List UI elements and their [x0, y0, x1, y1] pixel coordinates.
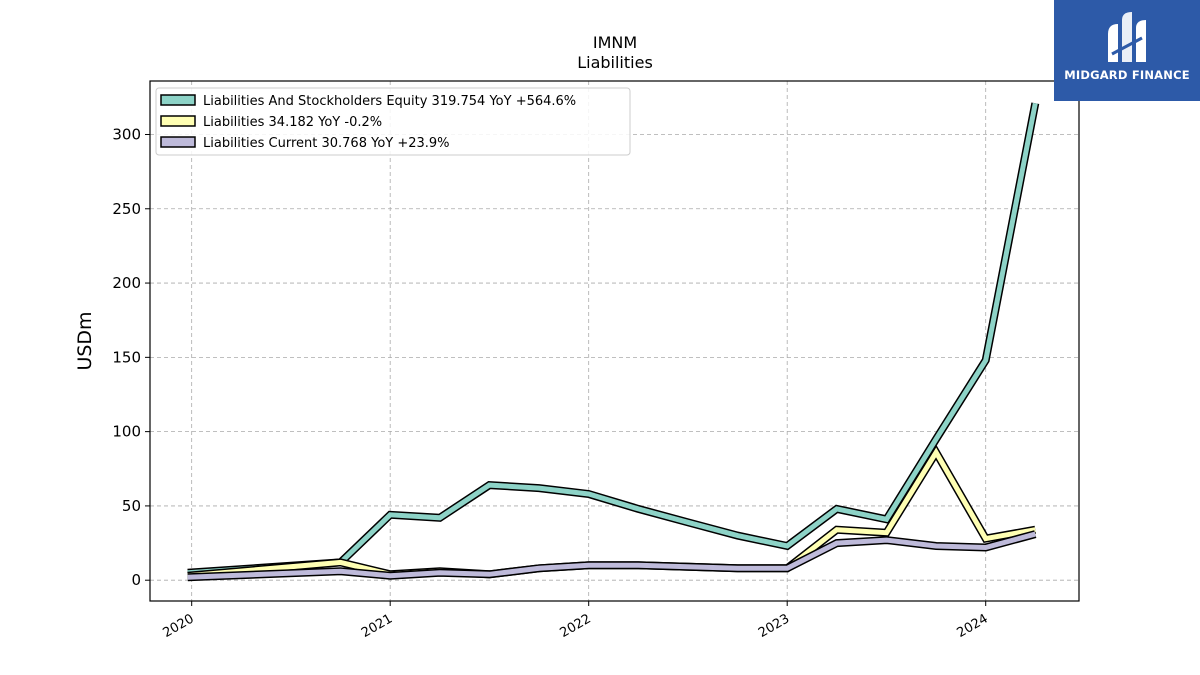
y-tick-label: 200	[112, 274, 141, 292]
y-tick-label: 250	[112, 200, 141, 218]
chart-subtitle: Liabilities	[577, 53, 653, 72]
series-line	[187, 102, 1038, 576]
x-tick-label: 2020	[161, 611, 197, 641]
y-tick-label: 100	[112, 423, 141, 441]
grid	[150, 81, 1079, 601]
legend-label: Liabilities Current 30.768 YoY +23.9%	[203, 136, 450, 151]
legend-swatch	[160, 136, 196, 148]
chart-title: IMNM	[593, 33, 637, 52]
legend-swatch	[160, 115, 196, 127]
legend: Liabilities And Stockholders Equity 319.…	[155, 87, 631, 156]
logo-text: MIDGARD FINANCE	[1064, 68, 1190, 82]
series-line	[187, 447, 1036, 579]
logo-icon	[1108, 12, 1146, 62]
series-line	[187, 531, 1036, 580]
brand-logo: MIDGARD FINANCE	[1054, 0, 1200, 101]
y-tick-label: 150	[112, 348, 141, 366]
legend-label: Liabilities And Stockholders Equity 319.…	[203, 94, 576, 109]
y-tick-label: 50	[122, 497, 141, 515]
axis-ticks: 0 50 100 150 200 250 300 2020 2021 2022 2023 2024	[112, 125, 990, 641]
series-outline	[187, 444, 1037, 580]
legend-box	[155, 87, 631, 156]
x-tick-label: 2023	[756, 611, 792, 641]
x-tick-label: 2024	[955, 611, 991, 641]
series-lines	[187, 102, 1040, 582]
y-axis-label: USDm	[74, 311, 96, 370]
plot-frame	[149, 80, 1080, 602]
series-liabilities	[187, 444, 1037, 580]
legend-label: Liabilities 34.182 YoY -0.2%	[203, 115, 382, 130]
series-liabilities-current	[187, 530, 1037, 582]
x-tick-label: 2021	[359, 611, 395, 641]
series-liabilities-and-stockholders-equity	[187, 102, 1040, 577]
y-tick-label: 0	[131, 571, 141, 589]
legend-swatch	[160, 94, 196, 106]
x-tick-label: 2022	[558, 611, 594, 641]
y-tick-label: 300	[112, 125, 141, 143]
